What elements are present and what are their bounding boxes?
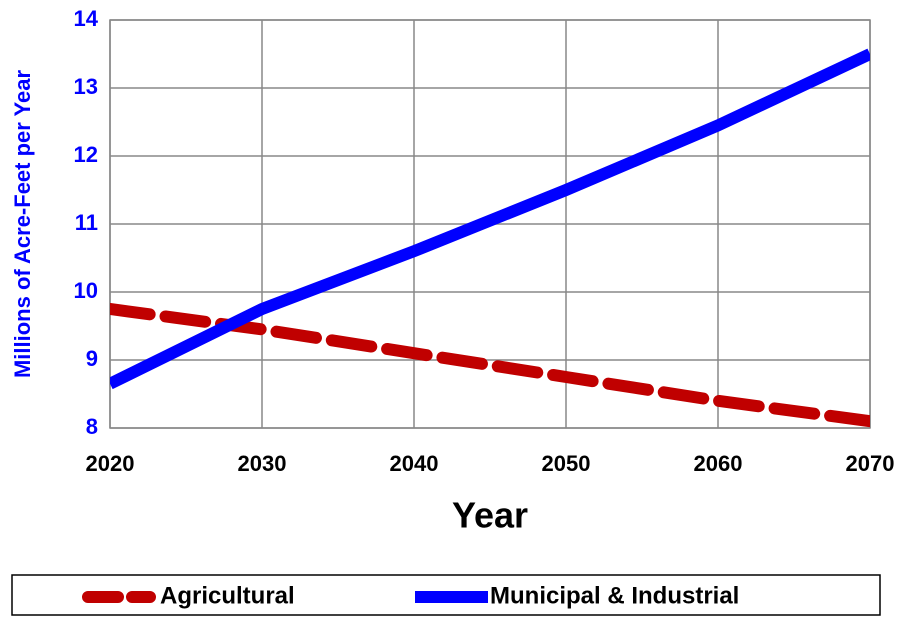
y-tick-label: 9 [86,346,98,371]
y-tick-label: 12 [74,142,98,167]
x-tick-label: 2070 [846,451,895,476]
x-tick-label: 2050 [542,451,591,476]
plot-border [109,19,871,429]
x-tick-label: 2040 [390,451,439,476]
legend-label: Agricultural [160,582,295,609]
y-tick-label: 10 [74,278,98,303]
legend-label: Municipal & Industrial [490,582,739,609]
y-tick-label: 8 [86,414,98,439]
y-tick-label: 13 [74,74,98,99]
x-axis-label: Year [452,495,528,536]
series-line [110,48,870,390]
x-tick-label: 2020 [86,451,135,476]
legend-box [11,574,881,616]
y-tick-label: 14 [74,6,99,31]
y-tick-label: 11 [75,210,98,235]
y-axis-label: Millions of Acre-Feet per Year [10,70,35,379]
x-tick-label: 2060 [694,451,743,476]
x-tick-label: 2030 [238,451,287,476]
